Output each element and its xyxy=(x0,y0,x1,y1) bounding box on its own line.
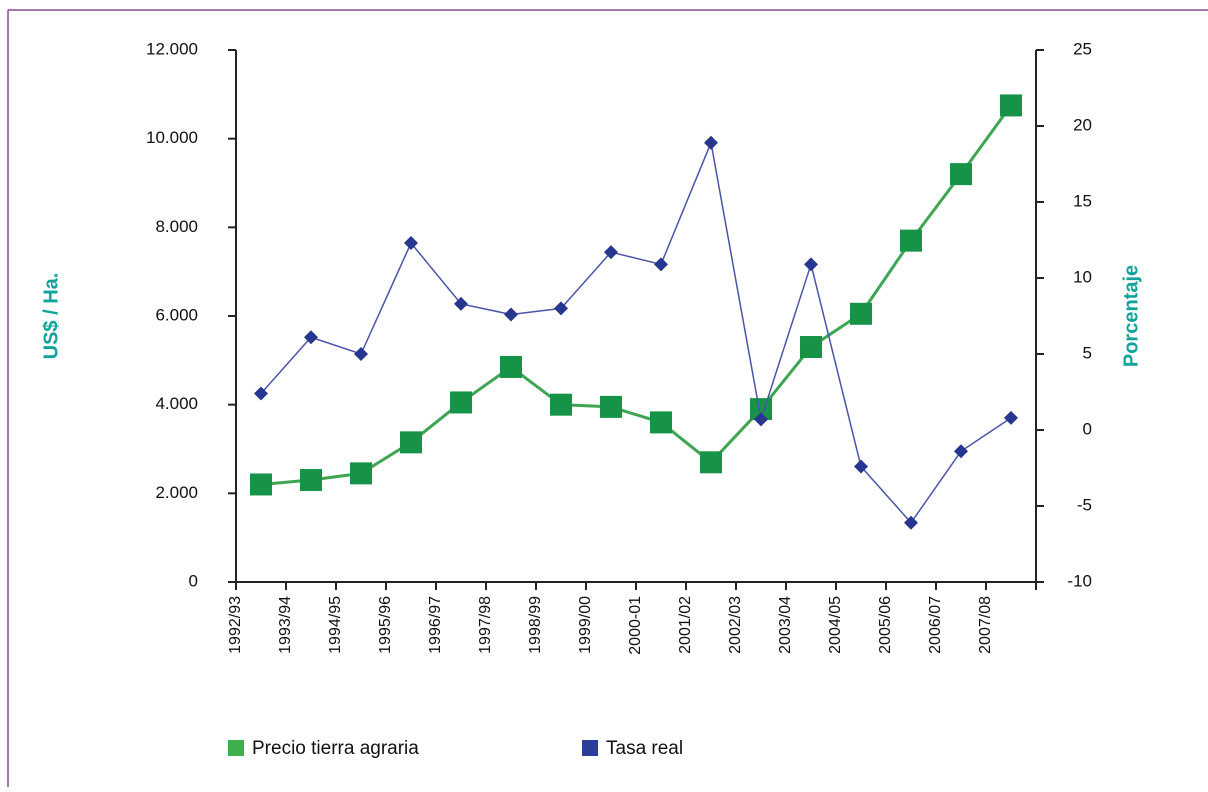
x-tick-label: 2007/08 xyxy=(977,596,994,654)
x-tick-label: 1999/00 xyxy=(577,596,594,654)
x-tick-label: 2003/04 xyxy=(777,596,794,654)
diamond-marker xyxy=(1004,410,1018,425)
x-tick-label: 2000-01 xyxy=(627,596,644,655)
square-marker xyxy=(850,302,872,325)
square-marker xyxy=(700,451,722,474)
x-tick-label: 1993/94 xyxy=(277,596,294,654)
x-tick-label: 1995/96 xyxy=(377,596,394,654)
diamond-marker xyxy=(754,412,768,427)
y-tick-label: 6.000 xyxy=(155,305,198,324)
y-tick-label: 12.000 xyxy=(146,39,198,58)
y-tick-label: 8.000 xyxy=(155,217,198,236)
legend-swatch xyxy=(228,740,244,756)
x-tick-label: 1994/95 xyxy=(327,596,344,654)
diamond-marker xyxy=(604,245,618,260)
square-marker xyxy=(350,462,372,485)
y2-tick-label: 20 xyxy=(1073,115,1092,134)
y2-tick-label: -5 xyxy=(1077,495,1092,514)
diamond-marker xyxy=(654,257,668,272)
x-tick-label: 2005/06 xyxy=(877,596,894,654)
legend-label: Tasa real xyxy=(606,738,683,759)
square-marker xyxy=(450,391,472,414)
diamond-marker xyxy=(404,236,418,251)
square-marker xyxy=(1000,94,1022,117)
x-tick-label: 2004/05 xyxy=(827,596,844,654)
diamond-marker xyxy=(254,386,268,401)
y2-tick-label: 10 xyxy=(1073,267,1092,286)
diamond-marker xyxy=(854,459,868,474)
x-tick-label: 2001/02 xyxy=(677,596,694,654)
x-tick-label: 1996/97 xyxy=(427,596,444,654)
y2-tick-label: 0 xyxy=(1083,419,1092,438)
legend-swatch xyxy=(582,740,598,756)
y-tick-label: 0 xyxy=(189,571,198,590)
legend-label: Precio tierra agraria xyxy=(252,738,419,759)
diamond-marker xyxy=(554,301,568,316)
diamond-marker xyxy=(954,444,968,459)
diamond-marker xyxy=(454,296,468,311)
y-tick-label: 4.000 xyxy=(155,394,198,413)
diamond-marker xyxy=(504,307,518,322)
square-marker xyxy=(550,393,572,416)
x-tick-label: 2006/07 xyxy=(927,596,944,654)
series-line xyxy=(260,104,1013,486)
square-marker xyxy=(650,411,672,434)
y-tick-label: 2.000 xyxy=(155,483,198,502)
x-tick-label: 1998/99 xyxy=(527,596,544,654)
y-tick-label: 10.000 xyxy=(146,128,198,147)
y-axis-label: US$ / Ha. xyxy=(40,273,62,360)
square-marker xyxy=(800,336,822,359)
square-marker xyxy=(300,469,322,492)
x-tick-label: 1992/93 xyxy=(227,596,244,654)
diamond-marker xyxy=(804,257,818,272)
series-line xyxy=(260,140,1012,524)
square-marker xyxy=(950,163,972,186)
y2-tick-label: 5 xyxy=(1083,343,1092,362)
x-tick-label: 1997/98 xyxy=(477,596,494,654)
y2-tick-label: -10 xyxy=(1067,571,1092,590)
diamond-marker xyxy=(704,135,718,150)
diamond-marker xyxy=(354,347,368,361)
square-marker xyxy=(900,229,922,252)
x-tick-label: 2002/03 xyxy=(727,596,744,654)
y2-axis-label: Porcentaje xyxy=(1120,265,1142,367)
square-marker xyxy=(400,431,422,454)
y2-tick-label: 25 xyxy=(1073,39,1092,58)
diamond-marker xyxy=(904,515,918,530)
diamond-marker xyxy=(304,330,318,345)
square-marker xyxy=(500,355,522,378)
square-marker xyxy=(600,395,622,418)
square-marker xyxy=(250,473,272,496)
y2-tick-label: 15 xyxy=(1073,191,1092,210)
